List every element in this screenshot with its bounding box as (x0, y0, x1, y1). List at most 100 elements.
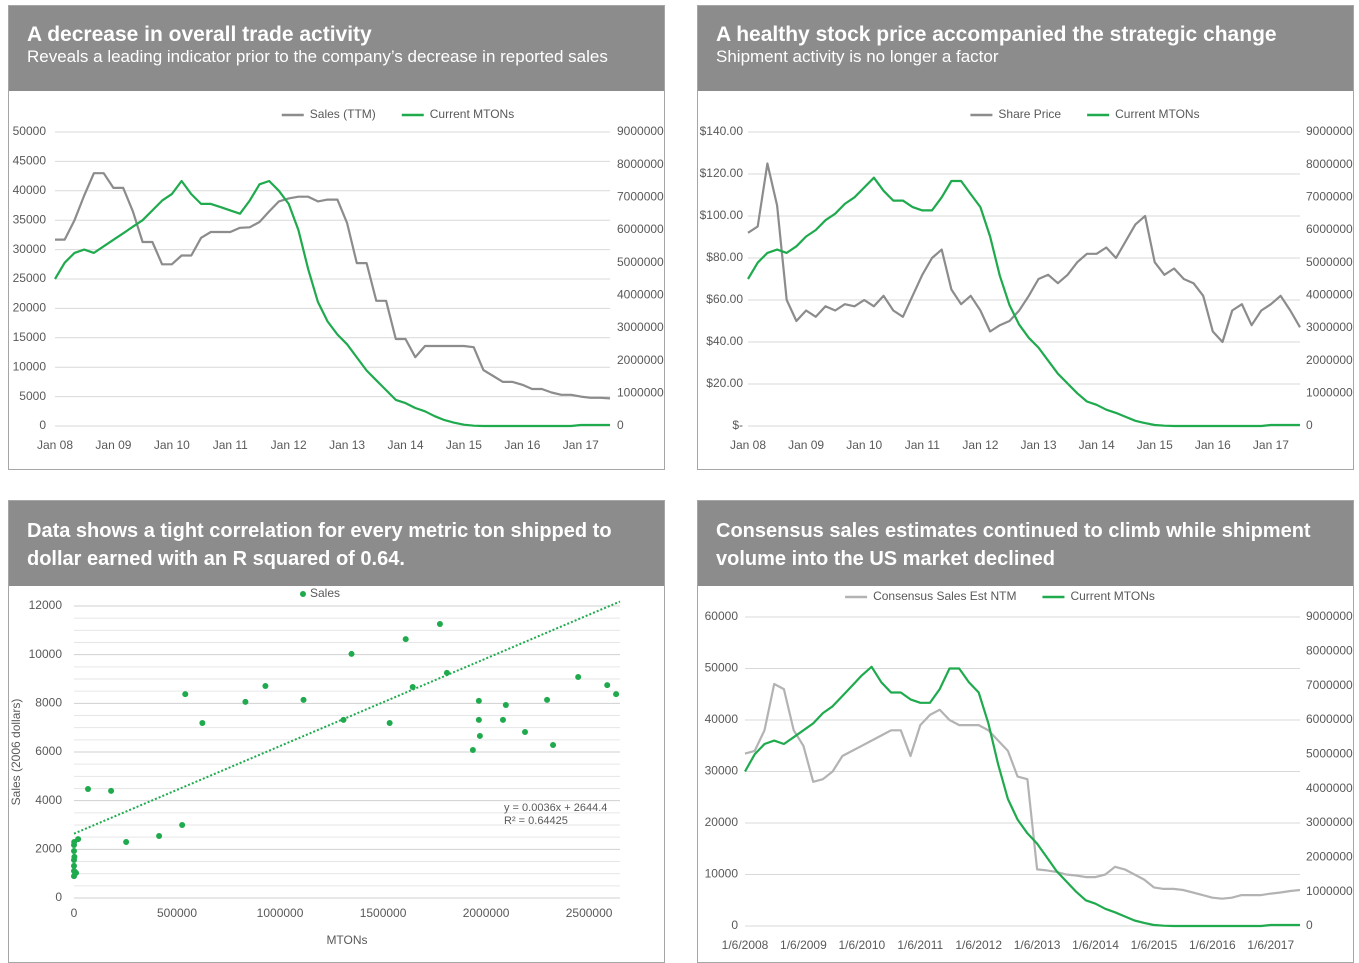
y2-tick-label: 2000000 (1306, 850, 1353, 864)
y-tick-label: 12000 (29, 598, 63, 612)
y-tick-label: 8000 (35, 696, 62, 710)
panel-header: Consensus sales estimates continued to c… (698, 501, 1353, 586)
x-tick-label: Jan 13 (1021, 438, 1057, 452)
y-tick-label: $120.00 (700, 166, 744, 180)
legend-label: Share Price (998, 107, 1061, 121)
y2-tick-label: 4000000 (1306, 781, 1353, 795)
y-tick-label: 10000 (29, 647, 63, 661)
y-axis-title: Sales (2006 dollars) (9, 699, 23, 806)
y-tick-label: 35000 (13, 212, 47, 226)
x-tick-label: Jan 15 (1137, 438, 1173, 452)
y-tick-label: 4000 (35, 793, 62, 807)
y2-tick-label: 1000000 (617, 386, 664, 400)
x-tick-label: 1/6/2017 (1247, 938, 1294, 952)
y2-tick-label: 0 (617, 418, 624, 432)
legend: Consensus Sales Est NTM Current MTONs (845, 589, 1155, 603)
y2-tick-label: 4000000 (1306, 288, 1353, 302)
y-tick-label: 0 (55, 890, 62, 904)
trendline-r2: R² = 0.64425 (504, 815, 568, 827)
scatter-point (179, 822, 186, 828)
y2-tick-label: 8000000 (617, 157, 664, 171)
chart-subtitle: Reveals a leading indicator prior to the… (27, 47, 608, 66)
x-tick-label: Jan 11 (905, 438, 940, 452)
y-tick-label: 10000 (13, 359, 47, 373)
x-tick-label: Jan 08 (730, 438, 766, 452)
y2-tick-label: 9000000 (617, 124, 664, 138)
series-line (54, 179, 610, 428)
x-tick-label: Jan 14 (1079, 438, 1115, 452)
panel: Consensus sales estimates continued to c… (697, 500, 1354, 963)
scatter-point (71, 848, 77, 855)
y-tick-label: 2000 (35, 842, 62, 856)
x-tick-label: 2500000 (566, 906, 613, 920)
x-tick-label: 2000000 (463, 906, 510, 920)
y-tick-label: 20000 (705, 815, 739, 829)
panel-header: Data shows a tight correlation for every… (9, 501, 664, 586)
y-tick-label: $80.00 (706, 250, 743, 264)
legend-label: Current MTONs (430, 107, 514, 121)
scatter-point (522, 729, 529, 736)
scatter-point (156, 832, 163, 839)
y2-tick-label: 3000000 (1306, 815, 1353, 829)
scatter-point (402, 636, 409, 643)
chart-title: A healthy stock price accompanied the st… (716, 23, 1277, 46)
scatter-point (502, 702, 509, 709)
y2-tick-label: 6000000 (1306, 222, 1353, 236)
legend-label: Current MTONs (1070, 589, 1154, 603)
chart-title: Data shows a tight correlation for every… (27, 520, 612, 570)
x-tick-label: 1500000 (360, 906, 407, 920)
x-tick-label: Jan 16 (504, 438, 540, 452)
x-axis-title: MTONs (326, 933, 367, 947)
chart-subtitle: Shipment activity is no longer a factor (716, 47, 999, 66)
y2-tick-label: 7000000 (1306, 190, 1353, 204)
scatter-point (348, 650, 355, 657)
y-tick-label: 0 (731, 918, 738, 932)
legend-label: Consensus Sales Est NTM (873, 589, 1016, 603)
scatter-point (199, 720, 206, 727)
x-tick-label: Jan 10 (846, 438, 882, 452)
scatter-point (469, 747, 476, 754)
legend: Sales (TTM) Current MTONs (281, 107, 514, 121)
chart-title: Consensus sales estimates continued to c… (716, 520, 1311, 570)
x-tick-label: Jan 16 (1195, 438, 1231, 452)
y-tick-label: 40000 (13, 183, 47, 197)
scatter-point (71, 862, 77, 869)
scatter-point (85, 785, 92, 792)
scatter-point (436, 621, 443, 628)
y2-tick-label: 9000000 (1306, 124, 1353, 138)
y2-tick-label: 7000000 (1306, 678, 1353, 692)
series-line (747, 162, 1301, 344)
y2-tick-label: 5000000 (1306, 747, 1353, 761)
y-tick-label: $- (732, 418, 743, 432)
legend-label: Sales (310, 586, 340, 600)
x-tick-label: 1/6/2009 (780, 938, 827, 952)
x-tick-label: 1/6/2015 (1131, 938, 1178, 952)
y-tick-label: 30000 (705, 764, 739, 778)
y2-tick-label: 2000000 (1306, 353, 1353, 367)
x-tick-label: 1/6/2012 (955, 938, 1002, 952)
x-tick-label: 1/6/2014 (1072, 938, 1119, 952)
x-tick-label: 1/6/2016 (1189, 938, 1236, 952)
scatter-point (575, 674, 582, 681)
x-tick-label: 1/6/2010 (838, 938, 885, 952)
y2-tick-label: 8000000 (1306, 644, 1353, 658)
series-line (747, 176, 1300, 428)
scatter-point (71, 853, 78, 860)
y2-tick-label: 2000000 (617, 353, 664, 367)
scatter-point (604, 682, 611, 689)
x-tick-label: 1/6/2011 (897, 938, 943, 952)
scatter-point (300, 696, 307, 703)
y-tick-label: $60.00 (706, 292, 743, 306)
trendline (73, 600, 621, 835)
y-tick-label: 30000 (13, 242, 47, 256)
y-tick-label: 60000 (705, 609, 739, 623)
x-tick-label: Jan 10 (154, 438, 190, 452)
scatter-point (182, 691, 189, 698)
y-tick-label: $140.00 (700, 124, 744, 138)
y-tick-label: 40000 (705, 712, 739, 726)
y2-tick-label: 3000000 (617, 320, 664, 334)
x-tick-label: Jan 09 (788, 438, 824, 452)
scatter-point (242, 698, 249, 705)
